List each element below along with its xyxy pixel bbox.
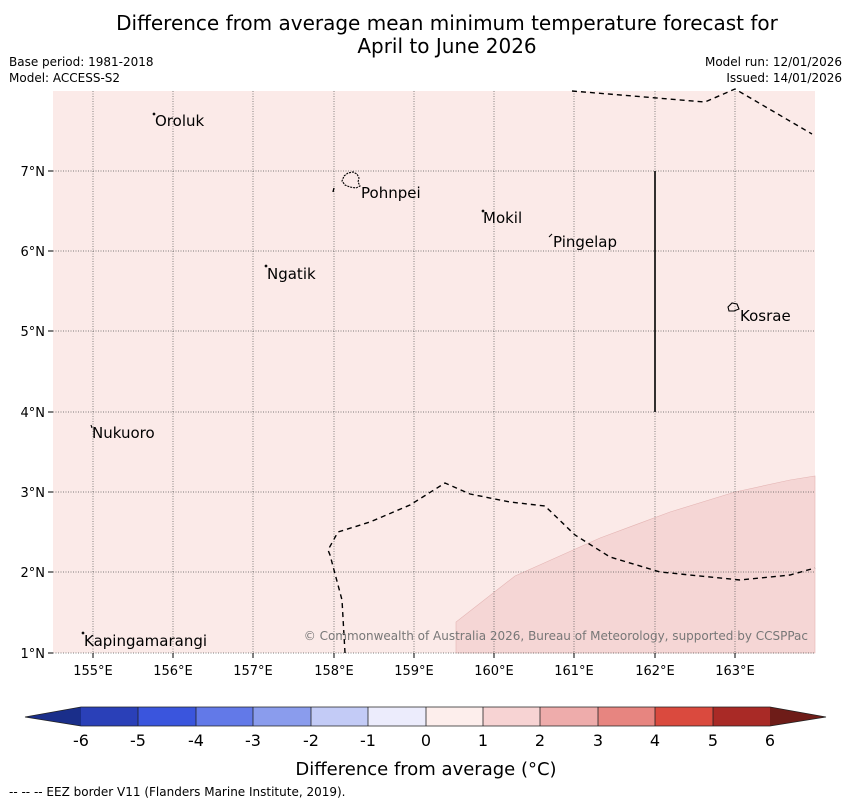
place-label-kapingamarangi: Kapingamarangi (84, 632, 207, 650)
y-tick-label: 2°N (21, 566, 46, 581)
colorbar-tick-label: -3 (245, 731, 261, 750)
x-tick-label: 163°E (715, 664, 755, 679)
y-tick-label: 7°N (21, 165, 46, 180)
x-tick-label: 156°E (153, 664, 193, 679)
y-tick-label: 5°N (21, 325, 46, 340)
model-run: Model run: 12/01/2026 (704, 55, 842, 69)
kapingamarangi-island (81, 631, 85, 635)
colorbar-tick-label: 5 (708, 731, 718, 750)
copyright-notice: © Commonwealth of Australia 2026, Bureau… (304, 629, 808, 643)
colorbar-segment (713, 707, 770, 726)
anomaly-region-1-2c (455, 475, 816, 654)
colorbar-extend-high (770, 707, 826, 726)
eez-border-pohnpei (332, 187, 335, 193)
x-tick-label: 159°E (394, 664, 434, 679)
eez-border-south (327, 482, 816, 654)
islands (81, 112, 740, 635)
colorbar-segment (655, 707, 713, 726)
colorbar-tick-label: -5 (130, 731, 146, 750)
colorbar-tick-label: 1 (478, 731, 488, 750)
colorbar (24, 706, 827, 727)
y-axis-labels: 7°N 6°N 5°N 4°N 3°N 2°N 1°N (21, 165, 46, 662)
y-tick-label: 6°N (21, 245, 46, 260)
x-tick-label: 161°E (554, 664, 594, 679)
y-tick-label: 4°N (21, 406, 46, 421)
meta-right: Model run: 12/01/2026 Issued: 14/01/2026 (705, 54, 842, 86)
colorbar-segment (598, 707, 655, 726)
colorbar-segment (253, 707, 311, 726)
colorbar-tick-label: 4 (650, 731, 660, 750)
colorbar-segment (426, 707, 483, 726)
colorbar-tick-labels: -6 -5 -4 -3 -2 -1 0 1 2 3 4 5 6 (73, 731, 775, 750)
x-tick-label: 160°E (474, 664, 514, 679)
colorbar-tick-label: 0 (421, 731, 431, 750)
pingelap-island (548, 233, 553, 238)
model-name: Model: ACCESS-S2 (9, 71, 121, 85)
colorbar-segment (81, 707, 138, 726)
colorbar-tick-label: -6 (73, 731, 89, 750)
eez-borders (327, 88, 816, 654)
colorbar-tick-label: 3 (593, 731, 603, 750)
x-axis-labels: 155°E 156°E 157°E 158°E 159°E 160°E 161°… (73, 664, 755, 679)
y-axis-ticks (48, 170, 53, 654)
colorbar-tick-label: 6 (765, 731, 775, 750)
mokil-island (481, 209, 485, 213)
place-label-oroluk: Oroluk (155, 112, 204, 130)
x-axis-ticks (92, 653, 736, 658)
place-label-pohnpei: Pohnpei (361, 184, 421, 202)
y-tick-label: 3°N (21, 486, 46, 501)
place-label-pingelap: Pingelap (553, 233, 617, 251)
x-tick-label: 162°E (635, 664, 675, 679)
x-tick-label: 155°E (73, 664, 113, 679)
place-label-mokil: Mokil (483, 209, 522, 227)
title-line-1: Difference from average mean minimum tem… (116, 11, 778, 35)
colorbar-extend-low (25, 707, 81, 726)
colorbar-segment (368, 707, 426, 726)
base-period: Base period: 1981-2018 (9, 55, 154, 69)
colorbar-tick-label: -2 (303, 731, 319, 750)
x-tick-label: 158°E (314, 664, 354, 679)
place-label-nukuoro: Nukuoro (92, 424, 155, 442)
oroluk-island (152, 112, 156, 116)
meta-left: Base period: 1981-2018 Model: ACCESS-S2 (9, 54, 154, 86)
ngatik-island (264, 264, 268, 268)
colorbar-segment (311, 707, 368, 726)
colorbar-segment (483, 707, 540, 726)
y-tick-label: 1°N (21, 647, 46, 662)
colorbar-segment (196, 707, 253, 726)
map-title: Difference from average mean minimum tem… (0, 12, 850, 58)
colorbar-segment (540, 707, 598, 726)
place-label-kosrae: Kosrae (740, 307, 791, 325)
nukuoro-island (90, 424, 93, 429)
eez-footnote: -- -- -- EEZ border V11 (Flanders Marine… (9, 785, 346, 799)
colorbar-segment (138, 707, 196, 726)
kosrae-island (727, 302, 740, 312)
place-labels: Oroluk Pohnpei Mokil Pingelap Ngatik Kos… (84, 112, 791, 650)
pohnpei-island (341, 171, 361, 189)
colorbar-title: Difference from average (°C) (295, 759, 556, 780)
title-line-2: April to June 2026 (357, 34, 537, 58)
colorbar-tick-label: 2 (535, 731, 545, 750)
place-label-ngatik: Ngatik (267, 265, 316, 283)
colorbar-tick-label: -4 (188, 731, 204, 750)
colorbar-tick-label: -1 (360, 731, 376, 750)
x-tick-label: 157°E (233, 664, 273, 679)
issued-date: Issued: 14/01/2026 (726, 71, 842, 85)
eez-border-north (571, 88, 813, 135)
